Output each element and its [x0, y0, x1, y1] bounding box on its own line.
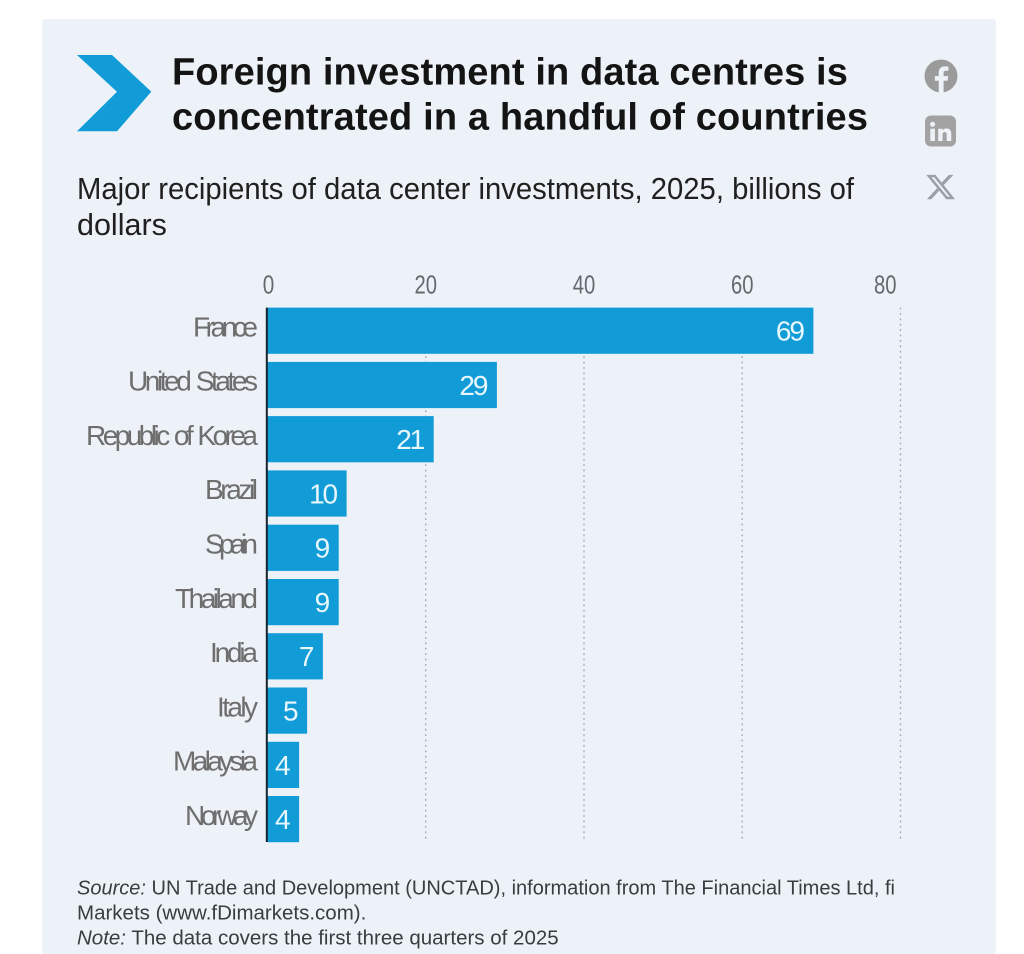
svg-text:concentrated in a handful of c: concentrated in a handful of countries [172, 97, 868, 139]
svg-text:Foreign investment in data cen: Foreign investment in data centres is [172, 52, 848, 94]
svg-text:Thailand: Thailand [175, 583, 258, 614]
svg-text:4: 4 [275, 750, 291, 781]
svg-text:9: 9 [315, 587, 331, 618]
svg-text:India: India [210, 637, 258, 668]
svg-text:40: 40 [573, 270, 596, 300]
svg-text:Spain: Spain [205, 529, 258, 560]
svg-text:France: France [193, 311, 258, 342]
svg-text:9: 9 [315, 533, 331, 564]
svg-text:Malaysia: Malaysia [173, 746, 258, 777]
svg-text:Markets (www.fDimarkets.com).: Markets (www.fDimarkets.com). [77, 902, 366, 925]
svg-text:Note: The data covers the firs: Note: The data covers the first three qu… [77, 927, 559, 950]
svg-text:United States: United States [128, 366, 258, 397]
svg-text:5: 5 [283, 696, 299, 727]
svg-text:4: 4 [275, 804, 291, 835]
svg-text:Major recipients of data cente: Major recipients of data center investme… [77, 172, 854, 206]
svg-text:7: 7 [299, 641, 315, 672]
svg-text:dollars: dollars [77, 208, 167, 242]
svg-text:Source: UN Trade and Developme: Source: UN Trade and Development (UNCTAD… [77, 876, 895, 899]
svg-text:10: 10 [309, 478, 338, 509]
svg-text:21: 21 [396, 424, 425, 455]
svg-text:Republic of Korea: Republic of Korea [86, 420, 258, 451]
svg-text:Brazil: Brazil [205, 474, 258, 505]
svg-text:60: 60 [731, 270, 754, 300]
svg-text:69: 69 [776, 316, 805, 347]
svg-text:Norway: Norway [185, 800, 258, 831]
svg-text:80: 80 [874, 270, 897, 300]
svg-text:Italy: Italy [217, 691, 258, 722]
svg-text:29: 29 [459, 370, 488, 401]
svg-text:20: 20 [414, 270, 437, 300]
svg-text:0: 0 [263, 270, 275, 300]
